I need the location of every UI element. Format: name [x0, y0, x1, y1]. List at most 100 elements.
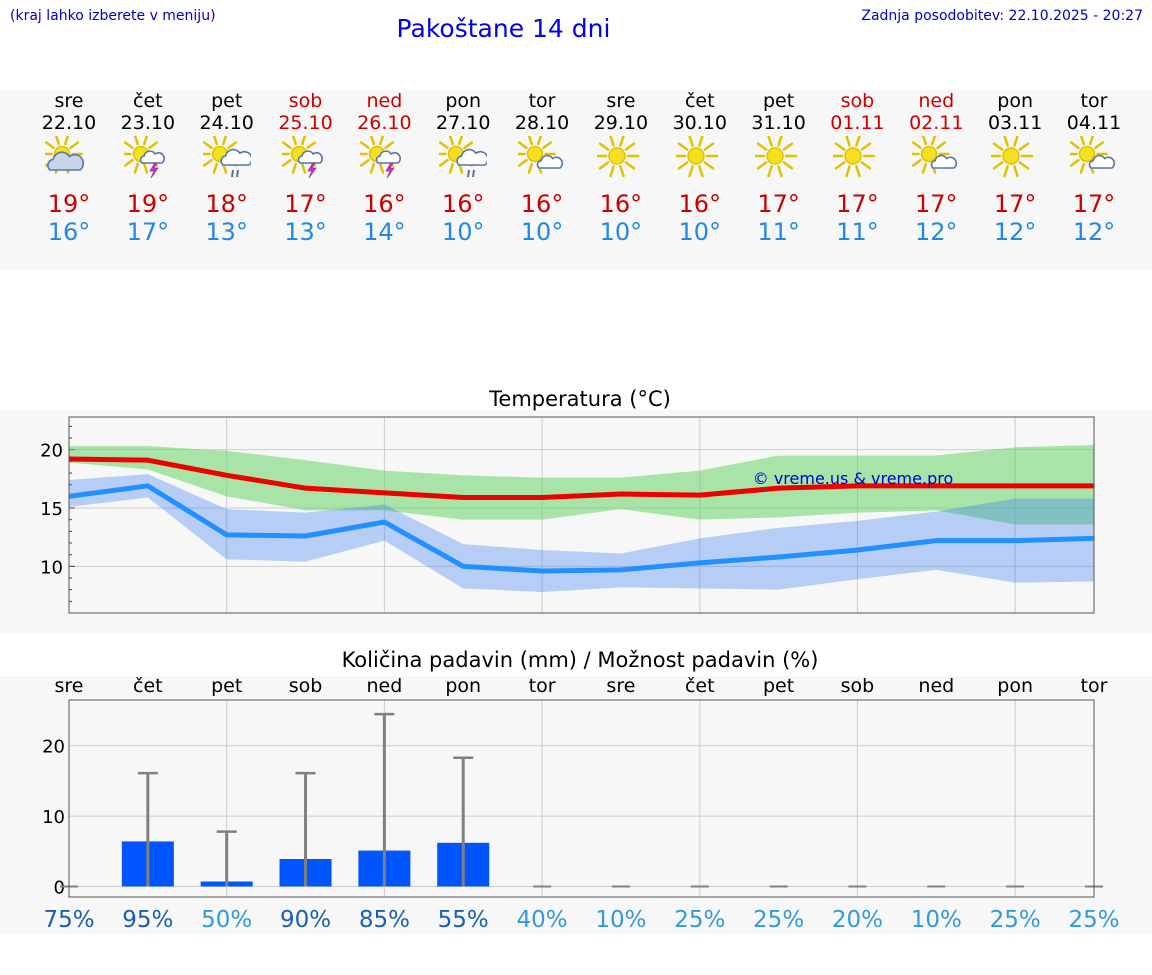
max-temperature: 17°: [993, 190, 1037, 218]
precipitation-chance: 90%: [280, 907, 331, 933]
day-label: pon: [445, 675, 481, 697]
day-forecast: čet 23.10 19° 17°: [108, 90, 188, 246]
day-forecast: sob 25.10 17° 13°: [266, 90, 346, 246]
min-temperature: 12°: [993, 218, 1037, 246]
min-temperature: 10°: [599, 218, 643, 246]
day-name: pon: [445, 90, 482, 112]
precipitation-chance: 75%: [43, 907, 94, 933]
day-label: čet: [685, 675, 715, 697]
precipitation-chance: 10%: [595, 907, 646, 933]
precipitation-chance: 20%: [832, 907, 883, 933]
day-label: čet: [133, 675, 163, 697]
temperature-chart: 10 15 20 © vreme.us & vreme.pro: [40, 416, 1095, 614]
max-temperature: 17°: [757, 190, 800, 218]
min-temperature: 17°: [126, 218, 170, 246]
day-forecast: pet 31.10 17° 11°: [739, 90, 819, 246]
max-temperature: 18°: [205, 190, 248, 218]
day-label: pet: [763, 675, 794, 697]
sun-icon: [991, 136, 1034, 178]
sun-rain-icon: [439, 136, 488, 178]
y-tick-label: 10: [40, 557, 63, 578]
sun-icon: [675, 136, 719, 178]
day-date: 28.10: [514, 112, 570, 134]
day-date: 04.11: [1066, 112, 1122, 134]
day-date: 03.11: [987, 112, 1043, 134]
max-temperature: 17°: [1072, 190, 1116, 218]
sun-cloud-icon: [45, 136, 85, 174]
day-label: pon: [997, 675, 1033, 697]
day-date: 27.10: [436, 112, 491, 134]
day-name: tor: [528, 90, 556, 112]
day-label: sre: [55, 675, 84, 697]
max-temperature: 19°: [126, 190, 170, 218]
day-date: 26.10: [357, 112, 412, 134]
day-name: tor: [1080, 90, 1108, 112]
day-date: 23.10: [120, 112, 176, 134]
day-date: 25.10: [278, 112, 333, 134]
y-tick-label: 15: [40, 499, 63, 520]
plot-frame: [68, 699, 1095, 898]
day-label: sob: [289, 675, 323, 697]
precipitation-chance: 55%: [438, 907, 489, 933]
min-temperature: 12°: [915, 218, 958, 246]
precipitation-chance: 10%: [911, 907, 962, 933]
day-forecast: pet 24.10 18° 13°: [187, 90, 267, 246]
max-temperature: 17°: [284, 190, 327, 218]
day-name: ned: [918, 90, 955, 112]
min-temperature: 11°: [757, 218, 800, 246]
precipitation-chance: 85%: [359, 907, 410, 933]
day-label: ned: [918, 675, 954, 697]
max-temperature: 16°: [363, 190, 406, 218]
day-label: sob: [841, 675, 875, 697]
day-label: tor: [529, 675, 556, 697]
sun-thunderstorm-icon: [360, 136, 402, 179]
precipitation-chance: 40%: [517, 907, 568, 933]
min-temperature: 14°: [363, 218, 406, 246]
max-temperature: 16°: [520, 190, 564, 218]
y-tick-label: 20: [40, 441, 63, 462]
min-temperature: 11°: [836, 218, 879, 246]
min-temperature: 13°: [205, 218, 248, 246]
min-temperature-range-band: [69, 474, 1094, 592]
day-date: 29.10: [593, 112, 649, 134]
min-temperature: 10°: [520, 218, 564, 246]
day-name: sob: [288, 90, 323, 112]
max-temperature-line: [68, 456, 1094, 500]
sun-small-cloud-icon: [518, 136, 564, 174]
day-label: pet: [211, 675, 242, 697]
day-date: 01.11: [830, 112, 885, 134]
day-name: pon: [997, 90, 1033, 112]
precipitation-chance: 95%: [122, 907, 173, 933]
precipitation-chance: 25%: [1068, 907, 1119, 933]
day-date: 24.10: [199, 112, 254, 134]
day-forecast: tor 04.11 17° 12°: [1054, 90, 1134, 246]
sun-icon: [596, 136, 640, 178]
max-temperature: 19°: [47, 190, 91, 218]
day-forecast: sob 01.11 17° 11°: [817, 90, 897, 246]
sun-thunderstorm-icon: [123, 136, 165, 179]
day-date: 30.10: [672, 112, 727, 134]
day-date: 22.10: [41, 112, 97, 134]
day-label: tor: [1081, 675, 1108, 697]
day-name: pet: [763, 90, 795, 112]
max-temperature: 16°: [599, 190, 643, 218]
precipitation-chart: sre čet pet sob ned pon tor sre čet pet sob ned pon t…: [42, 675, 1119, 933]
plot-area: [69, 700, 1094, 897]
day-forecast: ned 26.10 16° 14°: [344, 90, 424, 246]
max-temperature-range-band: [69, 445, 1094, 525]
day-name: ned: [366, 90, 403, 112]
sun-rain-icon: [202, 136, 251, 178]
day-name: pet: [211, 90, 243, 112]
min-temperature-line: [68, 483, 1095, 574]
sun-small-cloud-icon: [912, 136, 958, 174]
day-forecast: sre 22.10 19° 16°: [29, 90, 109, 246]
max-temperature: 16°: [678, 190, 722, 218]
sun-icon: [833, 136, 876, 178]
plot-frame: [68, 416, 1095, 614]
y-tick-label: 20: [42, 737, 65, 758]
precipitation-chance: 25%: [753, 907, 804, 933]
location-hint: (kraj lahko izberete v meniju): [10, 8, 216, 24]
max-temperature: 17°: [836, 190, 879, 218]
precipitation-chart-title: Količina padavin (mm) / Možnost padavin …: [341, 648, 819, 672]
precipitation-chance: 25%: [990, 907, 1041, 933]
